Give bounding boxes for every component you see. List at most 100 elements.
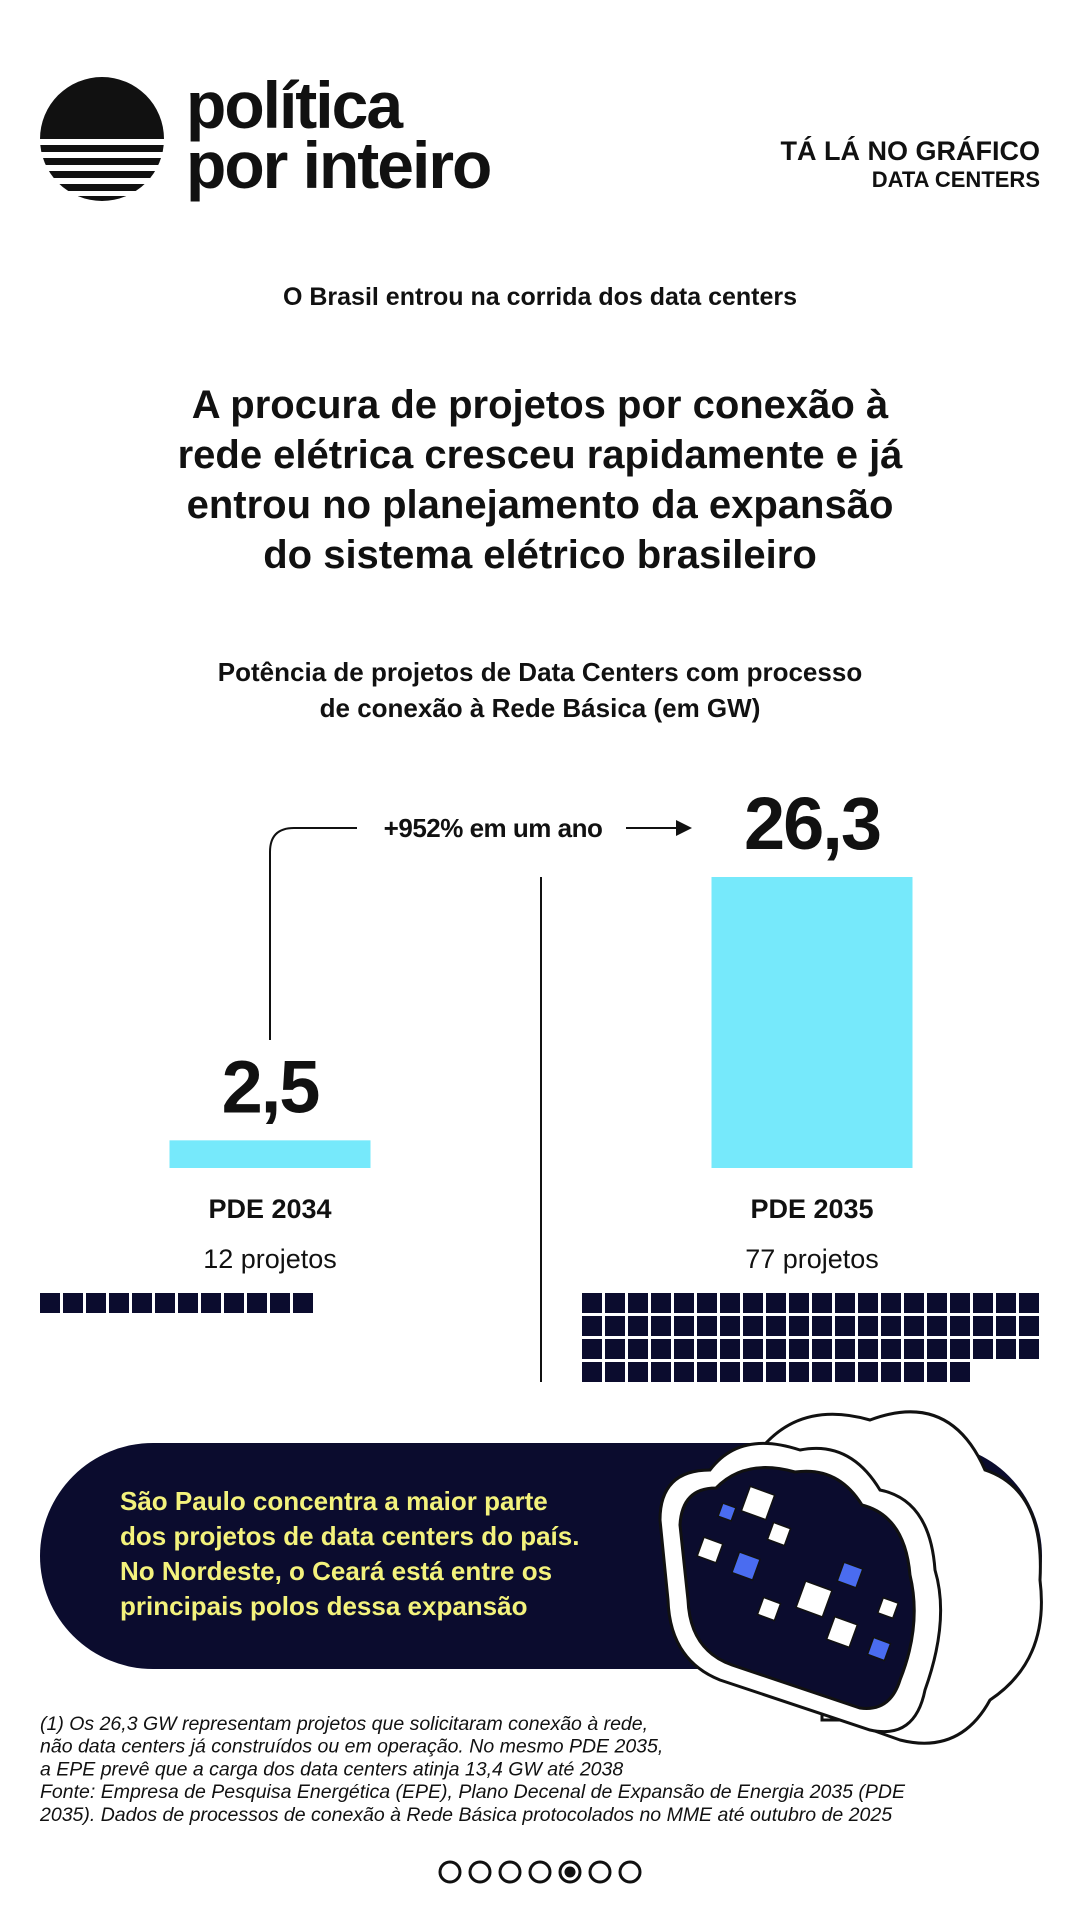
project-square [950, 1316, 970, 1336]
kicker: O Brasil entrou na corrida dos data cent… [283, 283, 797, 311]
annotation-line [269, 827, 357, 1040]
project-square [858, 1293, 878, 1313]
project-square [651, 1339, 671, 1359]
project-square [270, 1293, 290, 1313]
value-label: 2,5 [222, 1045, 320, 1128]
project-square [766, 1362, 786, 1382]
headline: rede elétrica cresceu rapidamente e já [178, 433, 904, 477]
project-square [86, 1293, 106, 1313]
headline: entrou no planejamento da expansão [187, 483, 894, 527]
project-square [766, 1316, 786, 1336]
page-dot [528, 1860, 552, 1884]
project-square [927, 1362, 947, 1382]
project-square [996, 1293, 1016, 1313]
project-square [789, 1362, 809, 1382]
project-square [950, 1339, 970, 1359]
project-square [904, 1339, 924, 1359]
footnote: (1) Os 26,3 GW representam projetos que … [40, 1713, 648, 1735]
project-square [178, 1293, 198, 1313]
project-square [201, 1293, 221, 1313]
chart-title: de conexão à Rede Básica (em GW) [320, 693, 761, 723]
page-dot [498, 1860, 522, 1884]
brand: política [186, 68, 404, 142]
project-square [651, 1293, 671, 1313]
project-square [651, 1362, 671, 1382]
callout-text: São Paulo concentra a maior parte [120, 1486, 548, 1516]
project-square [881, 1316, 901, 1336]
project-square [697, 1362, 717, 1382]
project-square [812, 1362, 832, 1382]
project-square [835, 1293, 855, 1313]
logo [40, 77, 164, 201]
project-square [766, 1339, 786, 1359]
project-square [582, 1293, 602, 1313]
project-square [720, 1362, 740, 1382]
footnote: a EPE prevê que a carga dos data centers… [40, 1758, 623, 1780]
project-count: 77 projetos [745, 1244, 879, 1274]
annotation: +952% em um ano [384, 813, 603, 843]
footnote: Fonte: Empresa de Pesquisa Energética (E… [40, 1781, 906, 1803]
headline: do sistema elétrico brasileiro [263, 533, 817, 577]
project-square [881, 1339, 901, 1359]
page-dot [618, 1860, 642, 1884]
bar [169, 1140, 371, 1168]
project-square [224, 1293, 244, 1313]
project-square [63, 1293, 83, 1313]
project-square [605, 1293, 625, 1313]
project-square [247, 1293, 267, 1313]
chart-title: Potência de projetos de Data Centers com… [218, 657, 862, 687]
project-count: 12 projetos [203, 1244, 337, 1274]
project-square [996, 1316, 1016, 1336]
project-square [835, 1362, 855, 1382]
project-square [950, 1362, 970, 1382]
project-square [1019, 1316, 1039, 1336]
project-square [835, 1339, 855, 1359]
project-square [605, 1339, 625, 1359]
headline: A procura de projetos por conexão à [192, 383, 889, 427]
project-square [605, 1316, 625, 1336]
project-square [628, 1339, 648, 1359]
project-square [674, 1362, 694, 1382]
project-square [881, 1362, 901, 1382]
project-square [904, 1293, 924, 1313]
page-dot [588, 1860, 612, 1884]
cloud-blocks [696, 1485, 900, 1662]
callout-text: dos projetos de data centers do país. [120, 1521, 579, 1551]
project-square [697, 1316, 717, 1336]
project-square [293, 1293, 313, 1313]
project-square [996, 1339, 1016, 1359]
footnote: 2035). Dados de processos de conexão à R… [39, 1804, 892, 1826]
project-square [789, 1293, 809, 1313]
category-label: PDE 2035 [750, 1194, 873, 1224]
project-square [40, 1293, 60, 1313]
project-square [720, 1339, 740, 1359]
project-square [109, 1293, 129, 1313]
project-square [858, 1339, 878, 1359]
project-square [927, 1293, 947, 1313]
page-dot [438, 1860, 462, 1884]
callout-text: principais polos dessa expansão [120, 1591, 527, 1621]
bar [711, 877, 913, 1168]
project-square [582, 1362, 602, 1382]
project-square [720, 1316, 740, 1336]
project-square [155, 1293, 175, 1313]
project-square [697, 1293, 717, 1313]
project-square [743, 1293, 763, 1313]
project-square [628, 1362, 648, 1382]
project-square [904, 1362, 924, 1382]
arrow-head [676, 820, 692, 836]
project-square [812, 1339, 832, 1359]
callout-text: No Nordeste, o Ceará está entre os [120, 1556, 552, 1586]
category-label: PDE 2034 [208, 1194, 331, 1224]
project-square [789, 1339, 809, 1359]
project-square [582, 1316, 602, 1336]
project-square [628, 1293, 648, 1313]
project-square [858, 1362, 878, 1382]
topic: DATA CENTERS [872, 167, 1040, 192]
project-square [904, 1316, 924, 1336]
project-square [973, 1339, 993, 1359]
project-square [674, 1316, 694, 1336]
project-square [697, 1339, 717, 1359]
